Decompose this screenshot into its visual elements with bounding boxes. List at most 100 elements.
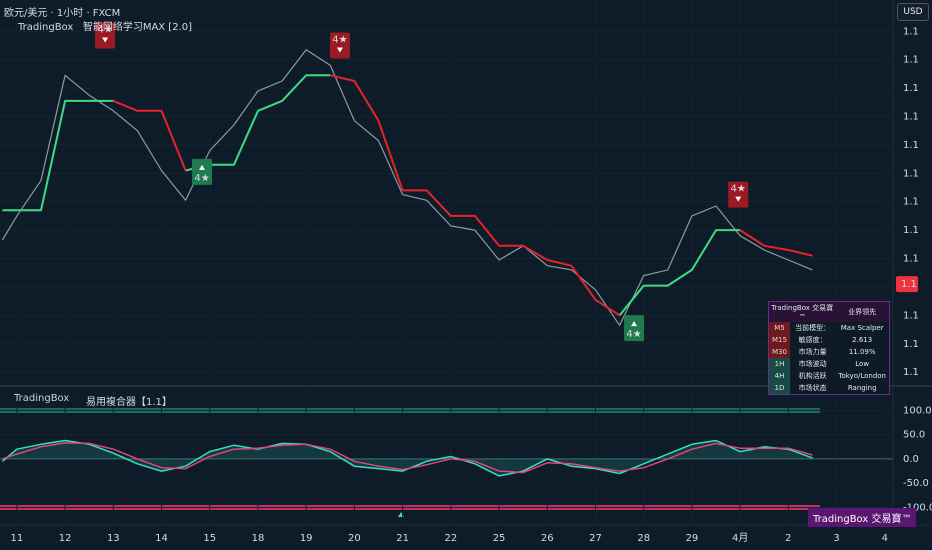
y-tick-label: 1.1 xyxy=(903,168,919,179)
x-tick-label: 11 xyxy=(11,533,24,544)
info-title: TradingBox 交易寶™ xyxy=(768,301,836,322)
info-row: M15 敏感度： 2.613 xyxy=(768,334,890,346)
y-tick-label: 1.1 xyxy=(903,111,919,122)
signal-arrow xyxy=(102,37,109,43)
info-cell: M30 xyxy=(768,346,790,358)
x-tick-label: 2 xyxy=(785,533,791,544)
x-tick-label: 21 xyxy=(396,533,409,544)
x-tick-label: 20 xyxy=(348,533,361,544)
info-cell: 市场波动 xyxy=(798,360,827,368)
price-tag-label: 1.1 xyxy=(901,279,917,290)
price-line xyxy=(112,74,813,317)
info-cell: 当前模型： xyxy=(795,324,831,332)
osc-source: TradingBox xyxy=(14,393,70,404)
y-tick-label: -50.0 xyxy=(903,478,929,489)
info-cell: Max Scalper xyxy=(840,324,884,332)
signal-box xyxy=(95,22,116,49)
info-cell: 机构活跃 xyxy=(798,372,827,380)
info-cell: 4H xyxy=(768,370,790,382)
y-tick-label: 1.1 xyxy=(903,197,919,208)
signal-arrow xyxy=(336,47,343,53)
info-cell: 2.613 xyxy=(852,336,873,344)
info-subtitle: 业界领先 xyxy=(835,301,890,322)
x-tick-label: 4 xyxy=(882,533,888,544)
y-tick-label: 100.0 xyxy=(903,405,932,416)
info-cell: M15 xyxy=(768,334,790,346)
logo: TradingBox 交易寶™ xyxy=(808,508,917,527)
osc-title: 易用複合器【1.1】 xyxy=(86,397,172,408)
info-header: TradingBox 交易寶™ 业界领先 xyxy=(768,301,890,322)
signal-arrow xyxy=(631,321,638,327)
info-cell: 市场力量 xyxy=(798,348,827,356)
y-tick-label: 1.1 xyxy=(903,225,919,236)
x-tick-label: 25 xyxy=(493,533,506,544)
info-row: M30 市场力量 11.09% xyxy=(768,346,890,358)
info-cell: 11.09% xyxy=(848,348,876,356)
signal-badge: 4★ xyxy=(192,158,213,185)
info-row: 1D 市场状态 Ranging xyxy=(768,382,890,395)
info-table: TradingBox 交易寶™ 业界领先 M5 当前模型： Max Scalper M1… xyxy=(768,301,890,395)
y-tick-label: 1.1 xyxy=(903,339,919,350)
y-tick-label: 1.1 xyxy=(903,310,919,321)
signal-label: 4★ xyxy=(194,173,209,184)
x-tick-label: 18 xyxy=(252,533,265,544)
signal-box xyxy=(624,315,645,342)
x-tick-label: 12 xyxy=(59,533,72,544)
info-cell: 市场状态 xyxy=(798,384,827,392)
y-tick-label: 1.1 xyxy=(903,140,919,151)
symbol: 欧元/美元 · 1小时 · FXCM xyxy=(4,8,121,19)
osc-area xyxy=(2,440,813,476)
price-line xyxy=(1,49,813,326)
x-tick-label: 13 xyxy=(107,533,120,544)
signal-badge: 4★ xyxy=(624,315,645,342)
signal-badge: 4★ xyxy=(329,32,350,59)
signal-badge: 4★ xyxy=(95,22,116,49)
info-row: M5 当前模型： Max Scalper xyxy=(768,322,890,334)
x-tick-label: 3 xyxy=(833,533,839,544)
signal-arrow xyxy=(199,164,206,170)
signal-label: 4★ xyxy=(626,329,641,340)
x-tick-label: 19 xyxy=(300,533,313,544)
y-tick-label: 1.1 xyxy=(903,55,919,66)
info-cell: 1D xyxy=(768,382,790,395)
x-tick-label: 28 xyxy=(637,533,650,544)
currency-button[interactable]: USD xyxy=(897,3,929,21)
signal-box xyxy=(329,32,350,59)
info-row: 4H 机构活跃 Tokyo/London xyxy=(768,370,890,382)
indicator-name: TradingBox 智能网络学习MAX [2.0] xyxy=(18,22,193,33)
x-tick-label: 14 xyxy=(155,533,168,544)
info-cell: Tokyo/London xyxy=(838,372,886,380)
y-tick-label: -100.0 xyxy=(903,503,932,514)
signal-label: 4★ xyxy=(332,34,347,45)
y-tick-label: 1.1 xyxy=(903,367,919,378)
info-row: 1H 市场波动 Low xyxy=(768,358,890,370)
osc-line xyxy=(2,442,813,474)
signal-label: 4★ xyxy=(731,184,746,195)
info-cell: 敏感度： xyxy=(798,336,827,344)
y-tick-label: 1.1 xyxy=(903,26,919,37)
signal-box xyxy=(728,181,749,208)
x-tick-label: 15 xyxy=(203,533,216,544)
info-cell: Low xyxy=(855,360,870,368)
x-tick-label: 22 xyxy=(444,533,457,544)
price-tag xyxy=(896,276,918,293)
y-tick-label: 0.0 xyxy=(903,454,919,465)
info-cell: 1H xyxy=(768,358,790,370)
y-tick-label: 1.1 xyxy=(903,83,919,94)
info-cell: Ranging xyxy=(847,384,877,392)
signal-label: 4★ xyxy=(97,25,112,36)
y-tick-label: 1.1 xyxy=(903,254,919,265)
osc-line xyxy=(1,439,813,477)
x-tick-label: 29 xyxy=(686,533,699,544)
signal-badge: 4★ xyxy=(728,181,749,208)
y-tick-label: 50.0 xyxy=(903,430,925,441)
x-tick-label: 26 xyxy=(541,533,554,544)
x-tick-label: 4月 xyxy=(732,532,748,544)
info-cell: M5 xyxy=(768,322,790,334)
signal-box xyxy=(192,158,213,185)
x-tick-label: 27 xyxy=(589,533,602,544)
